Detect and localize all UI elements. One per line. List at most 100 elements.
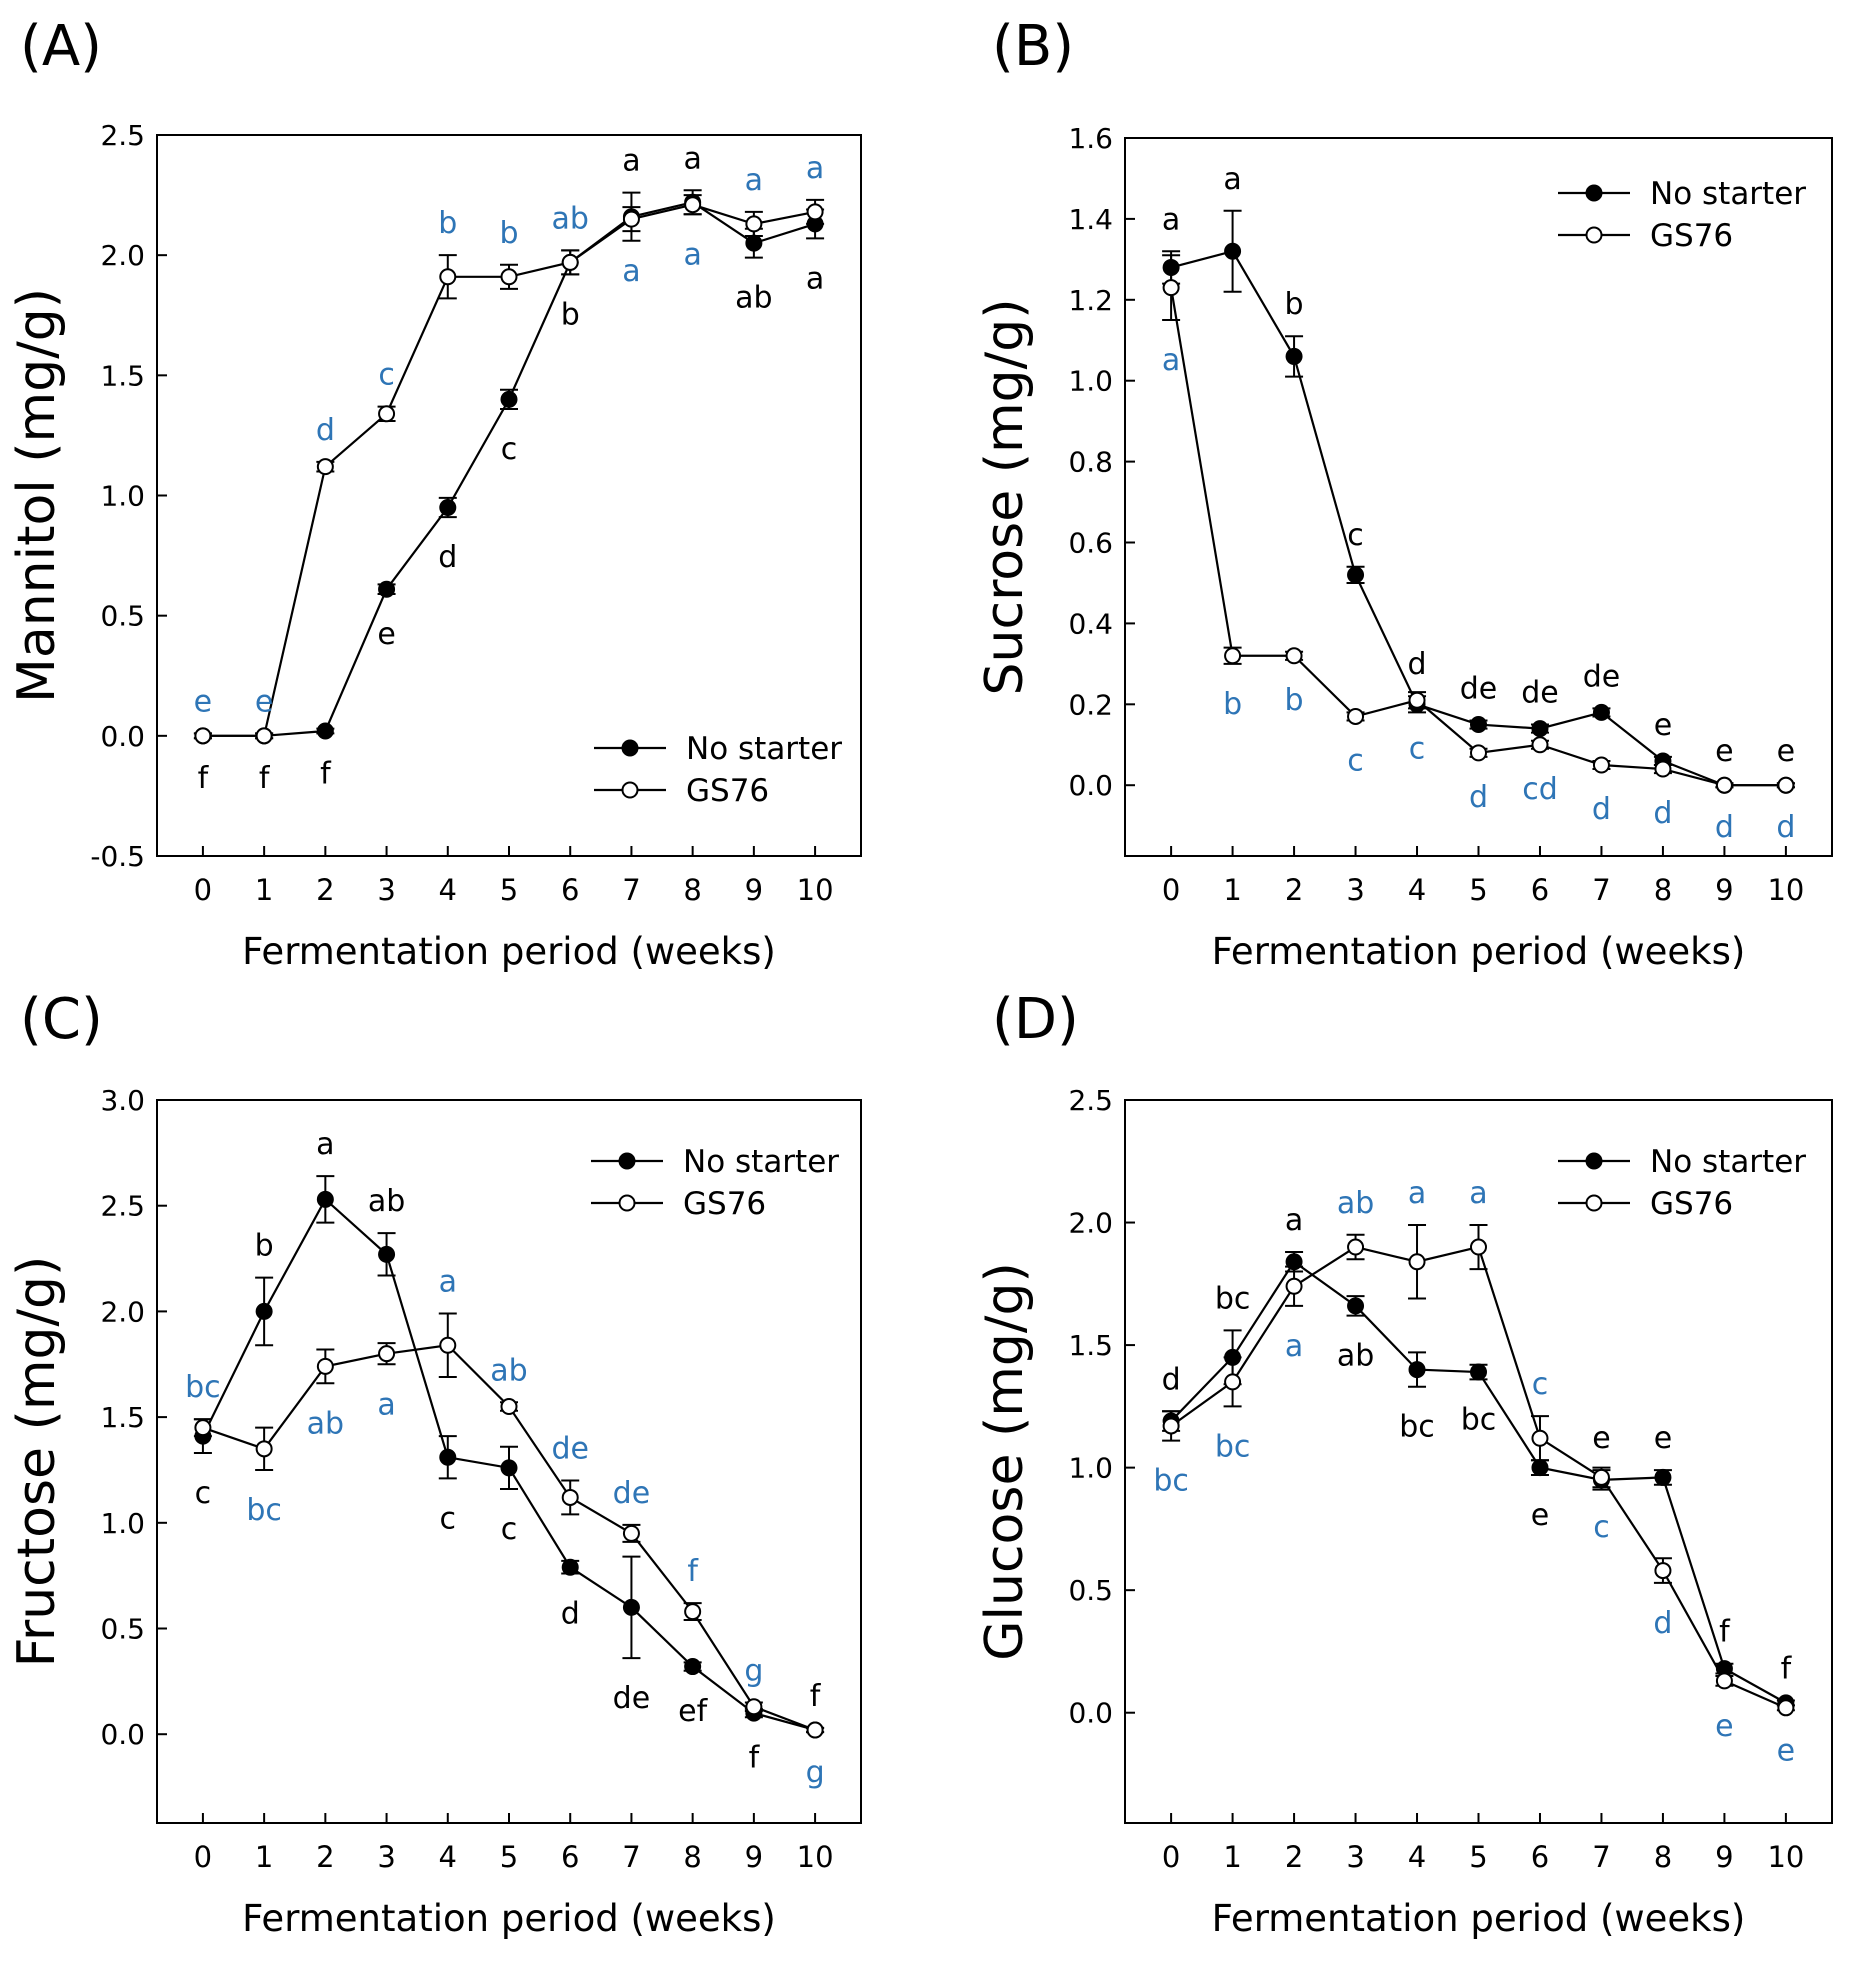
data-point-no-starter [439,499,457,517]
sig-letter-no-starter: d [438,540,457,575]
legend-marker-gs76 [1585,226,1603,244]
legend-label: No starter [1650,1144,1806,1180]
sig-letter-no-starter: e [1654,708,1672,743]
legend: No starter GS76 [1558,1144,1806,1222]
data-point-gs76 [1531,736,1549,754]
sig-letter-gs76: ab [551,201,588,236]
data-point-gs76 [1715,1672,1733,1690]
x-tick-label: 8 [683,1840,701,1874]
data-point-gs76 [1408,1253,1426,1271]
sig-letter-no-starter: f [1719,1615,1731,1650]
y-tick-label: 0.5 [100,1613,145,1646]
sig-letter-gs76: c [1409,731,1426,766]
x-tick-label: 9 [745,1840,763,1874]
sig-letter-gs76: b [438,206,457,241]
data-point-gs76 [1347,707,1365,725]
data-point-gs76 [194,1419,212,1437]
sig-letter-no-starter: ab [735,281,772,316]
sig-letter-no-starter: e [1654,1421,1672,1456]
y-tick-label: 1.5 [100,1401,145,1434]
sig-letter-gs76: g [806,1755,825,1790]
data-point-gs76 [1777,1699,1795,1717]
sig-letter-no-starter: e [1531,1498,1549,1533]
x-tick-label: 6 [1531,1840,1549,1874]
x-tick-label: 9 [745,873,763,907]
sig-letter-no-starter: c [501,432,518,467]
legend-label: No starter [683,1144,839,1180]
sig-letter-gs76: d [1715,810,1734,845]
data-point-no-starter [745,234,763,252]
sig-letter-gs76: b [1285,683,1304,718]
x-tick-label: 1 [1223,873,1241,907]
sig-letter-gs76: a [1162,343,1180,378]
x-tick-label: 3 [377,1840,395,1874]
data-point-gs76 [1531,1429,1549,1447]
data-point-no-starter [1408,1361,1426,1379]
sig-letter-no-starter: a [683,141,701,176]
x-tick-label: 1 [1223,1840,1241,1874]
sig-letter-no-starter: b [1285,287,1304,322]
sig-letter-no-starter: bc [1399,1410,1435,1445]
data-point-no-starter [1470,716,1487,734]
data-point-gs76 [194,727,212,745]
y-tick-label: 2.0 [100,1295,145,1328]
x-tick-label: 5 [1469,873,1487,907]
y-tick-label: 1.5 [1068,1329,1113,1362]
data-point-gs76 [1347,1238,1365,1256]
sig-letter-gs76: cd [1522,772,1558,807]
data-point-gs76 [1162,1417,1180,1435]
data-point-no-starter [316,1190,334,1208]
sig-letter-gs76: e [194,684,212,719]
y-tick-label: 2.5 [100,119,145,152]
y-tick-label: 2.0 [1068,1207,1113,1240]
sig-letter-no-starter: f [749,1740,761,1775]
x-tick-label: 4 [1408,873,1426,907]
data-point-gs76 [684,196,702,214]
data-point-gs76 [561,253,579,271]
data-point-no-starter [316,722,334,740]
data-point-no-starter [1347,1297,1365,1315]
sig-letter-gs76: bc [1153,1464,1189,1499]
sig-letter-no-starter: a [1162,202,1180,237]
x-tick-label: 9 [1715,873,1733,907]
data-point-gs76 [745,215,763,233]
sig-letter-no-starter: e [1592,1421,1610,1456]
y-axis-title: Sucrose (mg/g) [975,299,1035,696]
x-tick-label: 7 [622,1840,640,1874]
x-tick-label: 4 [439,1840,457,1874]
x-tick-label: 2 [316,873,334,907]
sig-letter-gs76: e [1777,1733,1795,1768]
sig-letter-no-starter: a [622,144,640,179]
x-tick-label: 10 [797,1840,834,1874]
x-tick-label: 8 [1654,873,1672,907]
series-line-gs76 [1170,1245,1787,1709]
y-tick-label: 0.0 [1068,1697,1113,1730]
data-point-gs76 [439,268,457,286]
data-point-no-starter [1224,242,1242,260]
x-tick-label: 4 [439,873,457,907]
sig-letter-no-starter: f [259,761,271,796]
sig-letter-no-starter: bc [1461,1402,1497,1437]
sig-letter-no-starter: f [1781,1651,1793,1686]
sig-letter-no-starter: f [320,756,332,791]
sig-letter-gs76: d [1592,792,1611,827]
legend-label: GS76 [1650,1186,1733,1222]
sig-letter-gs76: c [378,358,395,393]
sig-letter-no-starter: c [1347,518,1364,553]
y-tick-label: 0.4 [1068,607,1113,640]
sig-letter-gs76: a [622,254,640,289]
sig-letter-gs76: b [1223,687,1242,722]
y-tick-label: 3.0 [100,1084,145,1117]
data-point-no-starter [561,1558,579,1576]
data-point-gs76 [561,1488,579,1506]
sig-letter-no-starter: d [561,1597,580,1632]
sig-letter-gs76: a [806,151,824,186]
sig-letter-no-starter: e [1777,734,1795,769]
legend-label: No starter [1650,176,1806,212]
data-point-no-starter [500,1459,518,1477]
y-tick-label: -0.5 [90,840,145,873]
sig-letter-no-starter: a [1223,162,1241,197]
data-point-gs76 [500,1398,518,1416]
sig-letter-no-starter: b [255,1229,274,1264]
